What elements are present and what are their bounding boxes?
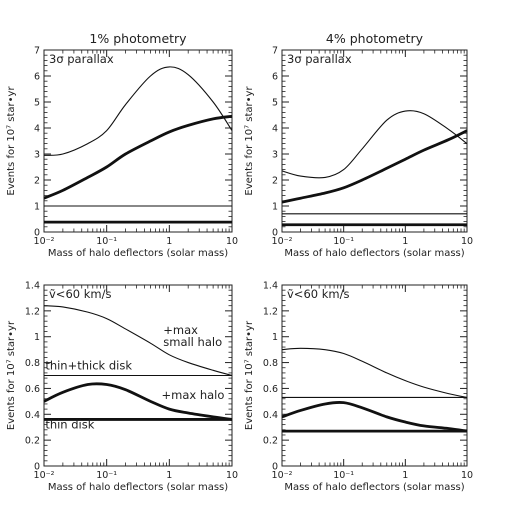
chart-panel-3: 10⁻² 10⁻¹ 1 10 0 0.2 0.4 0.6 0.8 1 1.2 1.4 ṽ<60 km/s… xyxy=(6,281,238,494)
y-tick-label: 5 xyxy=(272,98,278,109)
y-tick-label: 4 xyxy=(34,124,40,135)
curve-label: thin disk xyxy=(45,418,94,432)
chart-panel-1: 10⁻² 10⁻¹ 1 10 0 1 2 3 4 5 6 7 1% photometry 3σ paral… xyxy=(6,31,238,259)
y-tick-label: 6 xyxy=(272,72,278,83)
y-tick-label: 0 xyxy=(34,462,40,473)
x-tick-label: 10⁻¹ xyxy=(333,470,354,481)
plot-frame xyxy=(281,284,468,467)
x-tick-label: 1 xyxy=(166,236,172,247)
y-tick-label: 3 xyxy=(34,150,40,161)
series-line-1 xyxy=(43,305,233,377)
y-tick-label: 0.2 xyxy=(25,436,40,447)
x-tick-label: 10⁻² xyxy=(272,470,293,481)
y-tick-label: 3 xyxy=(272,150,278,161)
series-line-1 xyxy=(43,66,233,156)
y-axis-label: Events for 10⁷ star•yr xyxy=(244,320,255,430)
x-tick-label: 1 xyxy=(402,236,408,247)
y-tick-label: 0.6 xyxy=(25,384,40,395)
series-line-2 xyxy=(281,129,468,204)
curve-label: thin+thick disk xyxy=(45,359,132,373)
x-axis-label: Mass of halo deflectors (solar mass) xyxy=(284,482,464,493)
curve-label: +max xyxy=(163,323,198,337)
x-tick-label: 10⁻² xyxy=(272,236,293,247)
y-tick-label: 0.2 xyxy=(263,436,278,447)
curve-label: small halo xyxy=(163,335,222,349)
series-line-3 xyxy=(43,382,233,421)
chart-panel-2: 10⁻² 10⁻¹ 1 10 0 1 2 3 4 5 6 7 4% photometry 3σ paral… xyxy=(244,31,473,259)
chart-title: 4% photometry xyxy=(326,31,424,46)
chart-title: 1% photometry xyxy=(89,31,187,46)
y-tick-label: 6 xyxy=(34,72,40,83)
x-tick-label: 10⁻¹ xyxy=(96,470,117,481)
x-tick-label: 10⁻² xyxy=(34,236,55,247)
y-tick-label: 0 xyxy=(34,228,40,239)
y-tick-label: 0 xyxy=(272,228,278,239)
y-tick-label: 2 xyxy=(34,176,40,187)
y-tick-label: 0.4 xyxy=(263,410,278,421)
x-tick-label: 10⁻¹ xyxy=(96,236,117,247)
y-tick-label: 7 xyxy=(272,46,278,57)
series-line-1 xyxy=(281,347,468,399)
y-tick-label: 0.4 xyxy=(25,410,40,421)
y-tick-label: 1 xyxy=(34,332,40,343)
x-tick-label: 10 xyxy=(226,470,238,481)
y-tick-label: 4 xyxy=(272,124,278,135)
x-tick-label: 10⁻¹ xyxy=(333,236,354,247)
x-tick-label: 10 xyxy=(226,236,238,247)
x-axis-label: Mass of halo deflectors (solar mass) xyxy=(284,248,464,259)
y-axis-label: Events for 10⁷ star•yr xyxy=(6,320,17,430)
panel-annotation: 3σ parallax xyxy=(49,52,114,66)
x-axis-label: Mass of halo deflectors (solar mass) xyxy=(48,482,228,493)
panel-annotation: ṽ<60 km/s xyxy=(49,287,111,301)
y-axis-label: Events for 10⁷ star•yr xyxy=(244,86,255,196)
panel-annotation: 3σ parallax xyxy=(287,52,352,66)
x-tick-label: 10⁻² xyxy=(34,470,55,481)
x-tick-label: 10 xyxy=(461,236,473,247)
y-tick-label: 1 xyxy=(272,332,278,343)
y-tick-label: 2 xyxy=(272,176,278,187)
y-tick-label: 0.8 xyxy=(25,358,40,369)
x-axis-label: Mass of halo deflectors (solar mass) xyxy=(48,248,228,259)
y-tick-label: 1.2 xyxy=(25,306,40,317)
y-tick-label: 7 xyxy=(34,46,40,57)
y-tick-label: 1.4 xyxy=(263,281,278,292)
x-tick-label: 1 xyxy=(402,470,408,481)
y-tick-label: 0.6 xyxy=(263,384,278,395)
x-tick-label: 1 xyxy=(166,470,172,481)
y-tick-label: 1 xyxy=(272,202,278,213)
series-line-3 xyxy=(281,400,468,433)
plot-frame xyxy=(43,49,233,233)
series-line-1 xyxy=(281,110,468,179)
curve-label: +max halo xyxy=(162,388,225,402)
series-line-2 xyxy=(43,114,233,200)
y-tick-label: 0 xyxy=(272,462,278,473)
x-tick-label: 10 xyxy=(461,470,473,481)
y-tick-label: 1 xyxy=(34,202,40,213)
y-tick-label: 1.4 xyxy=(25,281,40,292)
y-tick-label: 1.2 xyxy=(263,306,278,317)
plot-frame xyxy=(281,49,468,233)
panel-annotation: ṽ<60 km/s xyxy=(287,287,349,301)
y-axis-label: Events for 10⁷ star•yr xyxy=(6,86,17,196)
chart-panel-4: 10⁻² 10⁻¹ 1 10 0 0.2 0.4 0.6 0.8 1 1.2 1.4 ṽ<60 km/s… xyxy=(244,281,473,494)
y-tick-label: 0.8 xyxy=(263,358,278,369)
y-tick-label: 5 xyxy=(34,98,40,109)
